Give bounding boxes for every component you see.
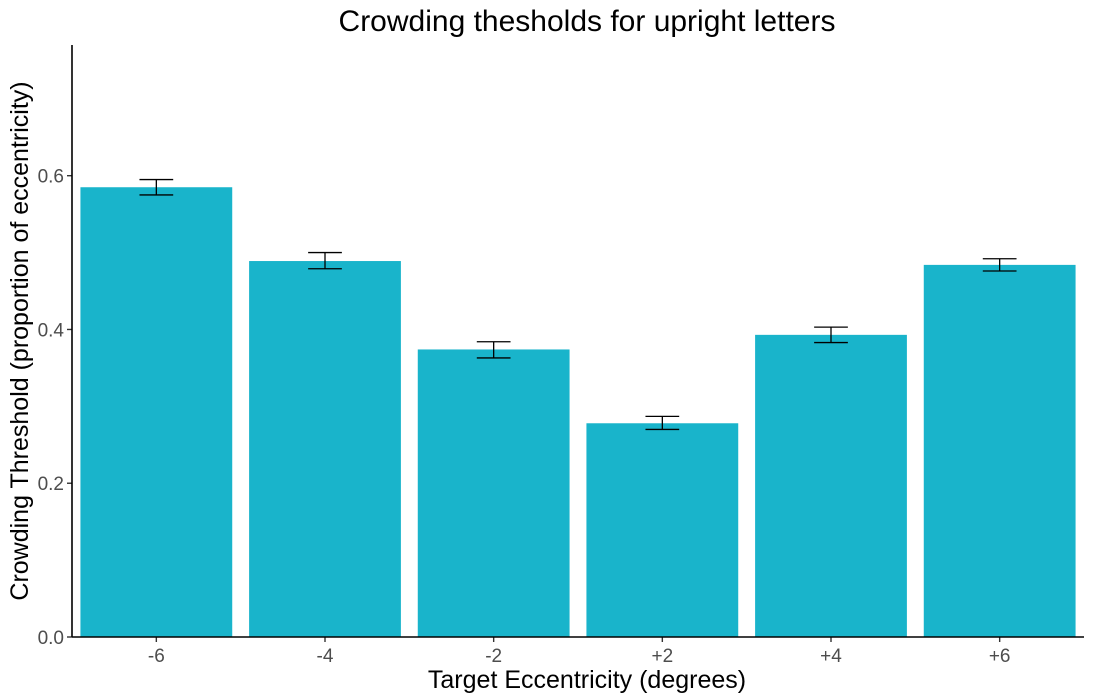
x-tick-label-4: +4 — [820, 646, 842, 667]
x-tick-label-3: +2 — [651, 646, 673, 667]
plot-area: -6 -4 -2 +2 +4 +6 0.0 0.2 0.4 0.6 — [38, 167, 1076, 667]
x-tick-label-1: -4 — [317, 646, 334, 667]
y-tick-label-1: 0.2 — [38, 474, 64, 495]
chart-title: Crowding thesholds for upright letters — [339, 5, 836, 38]
bar-4 — [755, 334, 907, 637]
y-tick-label-2: 0.4 — [38, 320, 65, 341]
bar-1 — [249, 261, 401, 637]
x-tick-label-2: -2 — [485, 646, 502, 667]
y-tick-label-3: 0.6 — [38, 167, 64, 188]
bar-2 — [417, 349, 570, 637]
x-tick-label-0: -6 — [148, 646, 165, 667]
bar-3 — [586, 423, 739, 637]
x-axis-title: Target Eccentricity (degrees) — [428, 666, 746, 694]
y-axis-title: Crowding Threshold (proportion of eccent… — [6, 81, 34, 600]
x-tick-label-5: +6 — [989, 646, 1011, 667]
bar-5 — [923, 264, 1076, 637]
y-tick-label-0: 0.0 — [38, 628, 64, 649]
bar-0 — [80, 187, 233, 637]
